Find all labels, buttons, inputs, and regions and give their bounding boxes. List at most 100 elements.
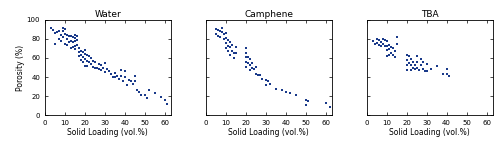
Point <box>416 63 424 66</box>
Point <box>121 76 129 78</box>
Point <box>220 38 228 40</box>
Point <box>97 69 105 72</box>
Point <box>71 37 79 39</box>
Point <box>51 42 59 45</box>
Point <box>81 53 89 55</box>
Point <box>408 66 416 69</box>
Point <box>156 96 164 98</box>
Point <box>224 50 232 53</box>
Point <box>412 61 420 63</box>
Point <box>137 94 145 97</box>
Point <box>408 61 416 63</box>
Point <box>228 50 236 53</box>
Point <box>150 92 158 95</box>
Point <box>97 63 105 66</box>
Point <box>141 94 149 97</box>
Point <box>386 46 394 49</box>
Point <box>61 33 69 35</box>
Point <box>212 28 220 31</box>
Point <box>89 65 97 68</box>
Point <box>244 61 252 64</box>
Point <box>216 36 224 38</box>
Point <box>125 79 133 81</box>
Point <box>418 61 426 63</box>
Point <box>226 54 234 56</box>
Point <box>65 35 73 37</box>
Point <box>83 60 91 62</box>
Point <box>71 34 79 36</box>
Point <box>369 40 377 42</box>
Point <box>422 70 430 73</box>
Point <box>322 102 330 104</box>
Point <box>51 32 59 34</box>
Point <box>377 40 385 43</box>
Point <box>119 80 127 82</box>
Point <box>302 99 310 101</box>
Point <box>67 35 75 37</box>
Point <box>384 43 392 46</box>
Point <box>232 52 240 55</box>
Point <box>115 78 123 80</box>
Point <box>412 66 420 69</box>
Point <box>242 56 250 58</box>
Point <box>406 58 414 60</box>
Point <box>57 34 65 36</box>
Point <box>214 35 222 37</box>
Point <box>220 33 228 35</box>
Point <box>292 94 300 97</box>
Point <box>432 64 440 67</box>
Point <box>373 38 381 40</box>
Point <box>79 61 87 63</box>
Point <box>87 62 95 65</box>
Point <box>77 54 85 56</box>
Point <box>81 64 89 67</box>
Point <box>246 58 254 60</box>
Point <box>388 54 396 56</box>
Point <box>226 40 234 43</box>
Point <box>242 47 250 50</box>
Point <box>392 42 400 45</box>
Point <box>381 44 389 47</box>
Point <box>410 63 418 66</box>
Point <box>57 40 65 42</box>
Point <box>404 61 412 64</box>
Point <box>326 106 334 108</box>
Point <box>302 103 310 106</box>
Point <box>402 69 410 72</box>
Point <box>83 64 91 67</box>
Point <box>418 67 426 70</box>
Point <box>444 75 452 77</box>
Point <box>105 70 113 73</box>
Point <box>242 52 250 55</box>
Point <box>127 80 135 82</box>
Point <box>160 99 168 101</box>
Y-axis label: Porosity (%): Porosity (%) <box>16 45 24 91</box>
Point <box>373 41 381 44</box>
Point <box>406 69 414 72</box>
Point <box>392 36 400 38</box>
Point <box>222 41 230 44</box>
Point <box>402 54 410 56</box>
Point <box>383 44 391 47</box>
Point <box>63 34 71 36</box>
X-axis label: Solid Loading (vol.%): Solid Loading (vol.%) <box>68 128 148 137</box>
Point <box>73 43 81 46</box>
Point <box>438 73 446 76</box>
Point <box>95 62 103 65</box>
Point <box>81 49 89 52</box>
Point <box>89 60 97 62</box>
Point <box>129 82 137 85</box>
Point <box>93 66 101 69</box>
Point <box>442 68 450 71</box>
Point <box>402 59 410 61</box>
Title: Camphene: Camphene <box>244 10 293 19</box>
Point <box>377 44 385 47</box>
Point <box>77 50 85 53</box>
Point <box>410 68 418 71</box>
Point <box>162 103 170 105</box>
Point <box>383 49 391 52</box>
Point <box>111 76 119 78</box>
Point <box>384 48 392 51</box>
Point <box>375 43 383 46</box>
Point <box>59 36 67 38</box>
